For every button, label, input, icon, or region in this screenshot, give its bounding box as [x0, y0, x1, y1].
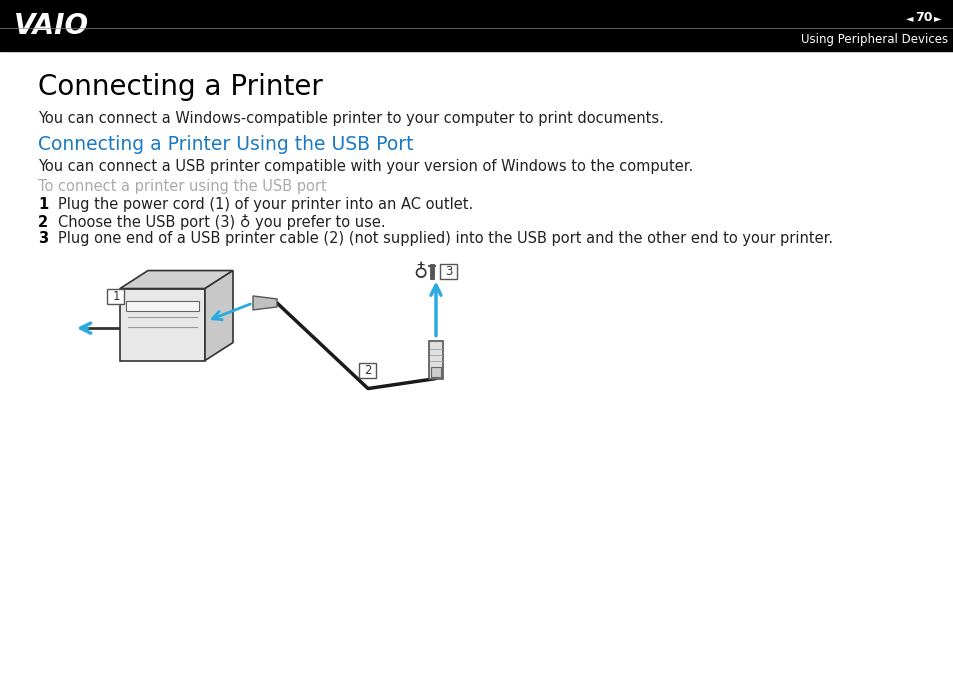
- Text: Using Peripheral Devices: Using Peripheral Devices: [800, 33, 947, 46]
- Text: 1: 1: [112, 290, 120, 303]
- Text: Connecting a Printer: Connecting a Printer: [38, 73, 322, 100]
- Bar: [0, 0, 953, 51]
- Text: Choose the USB port (3) ♁ you prefer to use.: Choose the USB port (3) ♁ you prefer to …: [58, 214, 385, 231]
- Bar: [126, 301, 199, 311]
- Bar: [439, 264, 456, 278]
- Text: 3: 3: [444, 265, 452, 278]
- Text: 2: 2: [364, 364, 372, 377]
- Bar: [108, 289, 125, 304]
- Polygon shape: [253, 296, 276, 310]
- Bar: [431, 367, 440, 377]
- Text: Plug the power cord (1) of your printer into an AC outlet.: Plug the power cord (1) of your printer …: [58, 197, 473, 212]
- Text: ►: ►: [933, 13, 941, 23]
- Text: Connecting a Printer Using the USB Port: Connecting a Printer Using the USB Port: [38, 135, 413, 154]
- Text: To connect a printer using the USB port: To connect a printer using the USB port: [38, 179, 327, 193]
- Text: You can connect a Windows-compatible printer to your computer to print documents: You can connect a Windows-compatible pri…: [38, 111, 663, 125]
- Text: ◄: ◄: [905, 13, 913, 23]
- Polygon shape: [205, 270, 233, 361]
- Text: 2: 2: [38, 214, 48, 230]
- Bar: [359, 363, 376, 378]
- Text: Plug one end of a USB printer cable (2) (not supplied) into the USB port and the: Plug one end of a USB printer cable (2) …: [58, 231, 832, 245]
- Polygon shape: [120, 270, 233, 288]
- Bar: [429, 340, 442, 379]
- Polygon shape: [120, 288, 205, 361]
- Text: ♁: ♁: [413, 263, 427, 282]
- Text: You can connect a USB printer compatible with your version of Windows to the com: You can connect a USB printer compatible…: [38, 158, 693, 173]
- Text: 3: 3: [38, 231, 48, 245]
- Text: VAIO: VAIO: [14, 12, 89, 40]
- Text: 1: 1: [38, 197, 49, 212]
- Text: 70: 70: [914, 11, 932, 24]
